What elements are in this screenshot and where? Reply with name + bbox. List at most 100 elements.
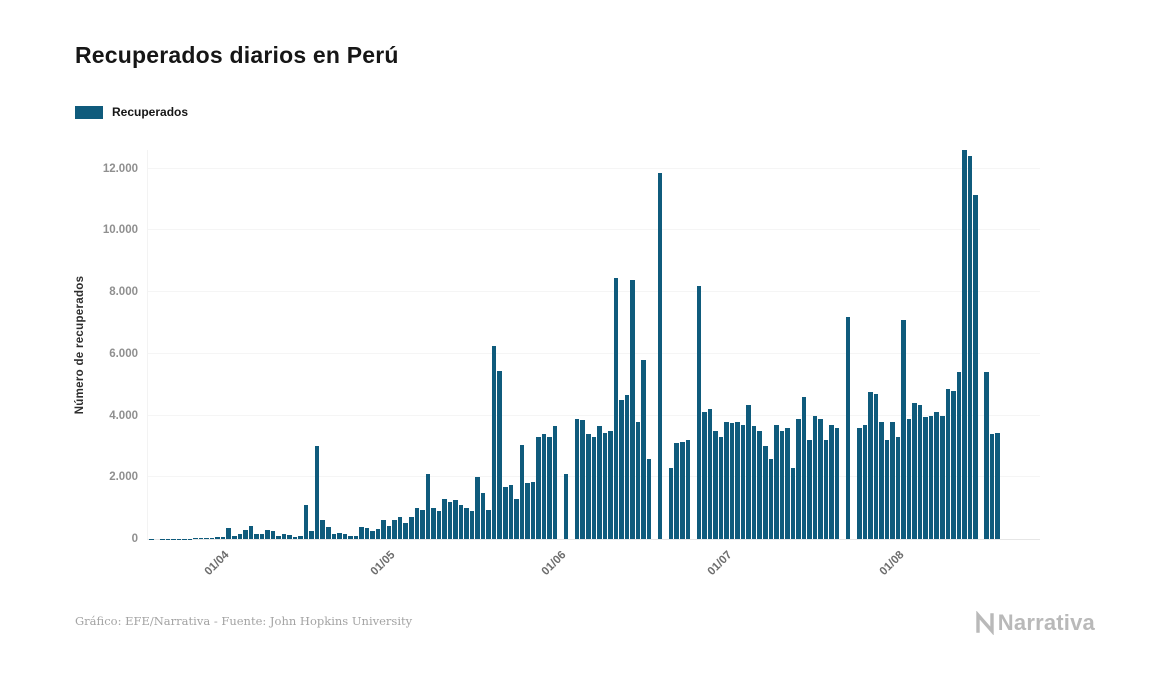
y-tick-label: 2.000 bbox=[109, 471, 138, 484]
bar bbox=[602, 432, 608, 539]
bar-chart: Número de recuperados 0 2.000 4.000 6.000 8.… bbox=[74, 150, 1040, 578]
bar bbox=[696, 285, 702, 539]
bar bbox=[331, 534, 337, 539]
gridline bbox=[148, 291, 1040, 293]
x-tick-label: 01/08 bbox=[877, 549, 907, 578]
bar bbox=[884, 440, 890, 539]
bar bbox=[552, 426, 558, 539]
bar bbox=[497, 370, 502, 539]
bar bbox=[563, 474, 569, 539]
bar bbox=[220, 537, 226, 539]
bar bbox=[547, 437, 552, 539]
bar bbox=[453, 500, 458, 539]
bar bbox=[447, 501, 453, 539]
bar bbox=[740, 424, 746, 539]
bar bbox=[917, 404, 923, 539]
bar bbox=[420, 509, 425, 539]
bar bbox=[823, 440, 829, 539]
bar bbox=[403, 522, 408, 539]
bar bbox=[326, 526, 331, 539]
bar bbox=[243, 530, 248, 539]
bar bbox=[431, 508, 436, 539]
bar bbox=[962, 150, 967, 539]
bar bbox=[829, 424, 834, 539]
bar bbox=[646, 458, 652, 539]
bar bbox=[381, 520, 386, 539]
gridline bbox=[148, 414, 1040, 416]
x-tick-label: 01/04 bbox=[202, 549, 232, 578]
bar bbox=[906, 418, 912, 539]
bar bbox=[613, 278, 619, 539]
x-tick-label: 01/05 bbox=[368, 549, 398, 578]
bar bbox=[928, 415, 934, 539]
bar bbox=[895, 437, 901, 539]
bar bbox=[702, 412, 707, 539]
bar bbox=[790, 468, 796, 539]
chart-title: Recuperados diarios en Perú bbox=[75, 42, 399, 68]
bar bbox=[259, 534, 265, 539]
legend-swatch-icon bbox=[75, 105, 103, 119]
bar bbox=[812, 415, 818, 539]
bar bbox=[364, 528, 370, 539]
bar bbox=[574, 418, 580, 539]
bar bbox=[746, 404, 751, 539]
bar bbox=[956, 372, 962, 539]
bar bbox=[414, 508, 420, 539]
bar bbox=[458, 505, 464, 539]
bar bbox=[508, 484, 514, 539]
bar bbox=[480, 492, 486, 539]
bar bbox=[619, 400, 624, 539]
y-tick-label: 8.000 bbox=[109, 286, 138, 299]
bar bbox=[729, 423, 735, 539]
bar bbox=[585, 434, 591, 539]
bar bbox=[436, 511, 442, 539]
bar bbox=[464, 508, 469, 539]
bar bbox=[337, 532, 342, 539]
bar bbox=[724, 421, 729, 539]
bar bbox=[834, 427, 840, 539]
bar bbox=[934, 412, 939, 539]
bar bbox=[198, 538, 204, 539]
bar bbox=[209, 537, 215, 539]
bar bbox=[541, 434, 547, 539]
legend: Recuperados bbox=[75, 105, 188, 119]
bar bbox=[785, 427, 790, 539]
bar bbox=[193, 538, 198, 539]
credit-text: Gráfico: EFE/Narrativa - Fuente: John Ho… bbox=[75, 614, 413, 628]
bar bbox=[425, 474, 431, 539]
bar bbox=[486, 509, 491, 539]
gridline bbox=[148, 352, 1040, 354]
bar bbox=[774, 424, 779, 539]
bar bbox=[237, 534, 243, 539]
bar bbox=[530, 481, 536, 539]
bar bbox=[801, 396, 807, 539]
bar bbox=[276, 535, 281, 539]
bar bbox=[624, 395, 630, 539]
bar bbox=[713, 430, 718, 539]
bar bbox=[807, 440, 812, 539]
bar bbox=[879, 421, 884, 539]
bars bbox=[149, 150, 1000, 539]
bar bbox=[674, 443, 679, 539]
bar bbox=[608, 430, 613, 539]
bar bbox=[989, 434, 995, 539]
x-tick-label: 01/07 bbox=[705, 549, 735, 578]
bar bbox=[375, 529, 381, 539]
bar bbox=[818, 418, 823, 539]
y-tick-label: 12.000 bbox=[102, 162, 138, 175]
x-axis-labels: 01/04 01/05 01/06 01/07 01/08 bbox=[148, 539, 1000, 594]
bar bbox=[248, 526, 254, 539]
bar bbox=[386, 526, 392, 539]
bar bbox=[630, 279, 635, 539]
bar bbox=[287, 535, 292, 539]
legend-label: Recuperados bbox=[112, 105, 189, 119]
bar bbox=[862, 424, 868, 539]
bar bbox=[680, 441, 685, 539]
bar bbox=[442, 498, 447, 539]
bar bbox=[231, 535, 237, 539]
bar bbox=[591, 437, 597, 539]
y-tick-label: 6.000 bbox=[109, 347, 138, 360]
bar bbox=[514, 498, 519, 539]
bar bbox=[735, 421, 740, 539]
bar bbox=[215, 537, 220, 539]
